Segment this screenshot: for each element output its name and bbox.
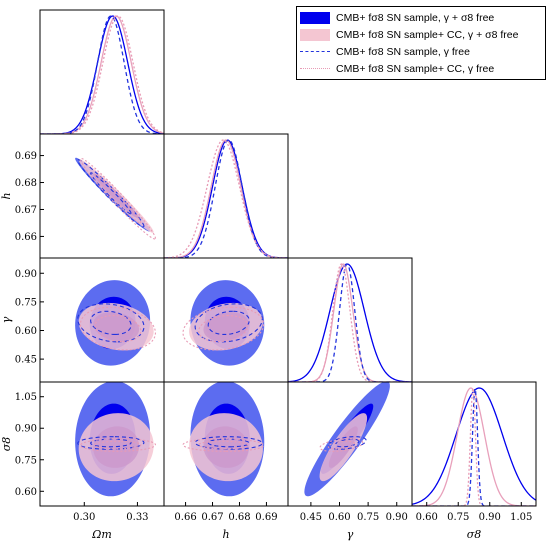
contour-gamma-sigma8-series-4-outer (319, 438, 364, 452)
y-tick-label-h-2: 0.68 (15, 178, 37, 189)
y-tick-label-h-0: 0.66 (15, 232, 37, 243)
y-tick-label-sigma8-0: 0.60 (15, 487, 37, 498)
y-tick-label-gamma-3: 0.90 (15, 269, 37, 280)
legend: CMB+ fσ8 SN sample, γ + σ8 free CMB+ fσ8… (296, 6, 546, 80)
x-tick-label-gamma-3: 0.90 (386, 512, 408, 523)
panel-gamma-gamma (288, 263, 412, 382)
panel-frame-2-2 (287, 257, 413, 383)
legend-entry-4: CMB+ fσ8 SN sample+ CC, γ free (300, 60, 542, 77)
x-tick-label-h-1: 0.67 (201, 512, 223, 523)
marginal-curve-h-series-3 (164, 139, 288, 258)
x-axis-label-gamma: γ (347, 528, 354, 541)
x-axis-label-h: h (222, 528, 229, 541)
marginal-curve-sigma8-series-3 (412, 386, 536, 506)
contour-omega_m-sigma8-series-4-inner (94, 440, 142, 450)
legend-swatch-4 (300, 68, 330, 69)
panel-h-gamma (182, 280, 265, 366)
marginal-curve-h-series-1 (164, 139, 288, 258)
legend-label-1: CMB+ fσ8 SN sample, γ + σ8 free (336, 11, 495, 24)
panel-gamma-sigma8 (304, 382, 390, 497)
legend-entry-2: CMB+ fσ8 SN sample+ CC, γ + σ8 free (300, 26, 542, 43)
contour-h-gamma-series-4-inner (198, 314, 249, 343)
contour-omega_m-h-series-4-outer (79, 157, 156, 240)
contour-h-gamma-series-4-outer (182, 306, 265, 351)
x-axis-label-omega_m: Ωm (91, 528, 112, 541)
x-axis-label-sigma8: σ8 (467, 528, 482, 541)
marginal-curve-gamma-series-4 (288, 263, 412, 382)
y-tick-label-sigma8-3: 1.05 (15, 392, 37, 403)
legend-label-4: CMB+ fσ8 SN sample+ CC, γ free (336, 62, 495, 75)
legend-swatch-1 (300, 11, 330, 24)
panel-h-sigma8 (182, 382, 265, 497)
y-tick-label-h-1: 0.67 (15, 205, 37, 216)
legend-label-2: CMB+ fσ8 SN sample+ CC, γ + σ8 free (336, 28, 519, 41)
marginal-curve-h-series-2 (164, 139, 288, 258)
y-axis-label-gamma: γ (0, 316, 13, 323)
x-tick-label-h-3: 0.69 (255, 512, 277, 523)
marginal-curve-omega_m-series-2 (40, 15, 164, 134)
marginal-curve-gamma-series-3 (288, 263, 412, 382)
contour-omega_m-gamma-series-3-inner (90, 310, 132, 336)
contour-h-sigma8-series-3-outer (194, 436, 263, 450)
x-tick-label-omega_m-0: 0.30 (73, 512, 95, 523)
x-tick-label-omega_m-1: 0.33 (126, 512, 148, 523)
marginal-curve-gamma-series-2 (288, 263, 412, 382)
x-tick-label-h-0: 0.66 (174, 512, 196, 523)
x-tick-label-gamma-1: 0.60 (328, 512, 350, 523)
panel-h-h (164, 139, 288, 258)
contour-omega_m-sigma8-series-3-outer (77, 436, 145, 450)
panel-frame-1-0 (39, 133, 165, 259)
x-tick-label-h-2: 0.68 (228, 512, 250, 523)
panel-omega_m-gamma (75, 280, 156, 366)
y-tick-label-sigma8-2: 0.90 (15, 424, 37, 435)
panel-omega_m-omega_m (40, 15, 164, 134)
panel-sigma8-sigma8 (412, 386, 536, 506)
legend-entry-3: CMB+ fσ8 SN sample, γ free (300, 43, 542, 60)
contour-h-gamma-series-3-outer (194, 303, 263, 343)
legend-swatch-3 (300, 51, 330, 52)
panel-frame-3-3 (411, 381, 537, 507)
contour-omega_m-gamma-series-2-inner (93, 312, 140, 342)
x-tick-label-sigma8-0: 0.60 (416, 512, 438, 523)
y-axis-label-h: h (0, 192, 13, 199)
panel-omega_m-sigma8 (75, 382, 156, 497)
x-tick-label-sigma8-3: 1.05 (510, 512, 532, 523)
y-tick-label-h-3: 0.69 (15, 151, 37, 162)
panel-frame-1-1 (163, 133, 289, 259)
contour-omega_m-gamma-series-4-inner (94, 314, 142, 343)
marginal-curve-h-series-4 (164, 139, 288, 258)
panel-omega_m-h (75, 157, 156, 240)
contour-gamma-sigma8-series-3-inner (335, 438, 360, 448)
contour-h-gamma-series-3-inner (207, 310, 250, 336)
contour-h-gamma-series-2-inner (203, 312, 249, 342)
marginal-curve-gamma-series-1 (288, 263, 412, 382)
contour-omega_m-h-series-3-inner (90, 172, 132, 215)
legend-swatch-2 (300, 28, 330, 41)
x-tick-label-sigma8-2: 0.90 (479, 512, 501, 523)
y-tick-label-gamma-0: 0.45 (15, 355, 37, 366)
y-tick-label-sigma8-1: 0.75 (15, 455, 37, 466)
contour-omega_m-gamma-series-4-outer (79, 306, 156, 351)
marginal-curve-omega_m-series-3 (40, 15, 164, 134)
legend-entry-1: CMB+ fσ8 SN sample, γ + σ8 free (300, 9, 542, 26)
legend-label-3: CMB+ fσ8 SN sample, γ free (336, 45, 470, 58)
y-axis-label-sigma8: σ8 (0, 437, 13, 452)
contour-omega_m-sigma8-series-4-outer (79, 438, 156, 452)
x-tick-label-gamma-2: 0.75 (357, 512, 379, 523)
contour-gamma-sigma8-series-4-inner (327, 440, 356, 450)
y-tick-label-gamma-1: 0.60 (15, 326, 37, 337)
contour-omega_m-h-series-2-inner (93, 173, 140, 219)
y-tick-label-gamma-2: 0.75 (15, 297, 37, 308)
contour-omega_m-sigma8-series-3-inner (90, 438, 132, 448)
contour-h-sigma8-series-4-outer (182, 438, 265, 452)
x-tick-label-gamma-0: 0.45 (300, 512, 322, 523)
contour-h-sigma8-series-4-inner (198, 440, 249, 450)
x-tick-label-sigma8-1: 0.75 (447, 512, 469, 523)
